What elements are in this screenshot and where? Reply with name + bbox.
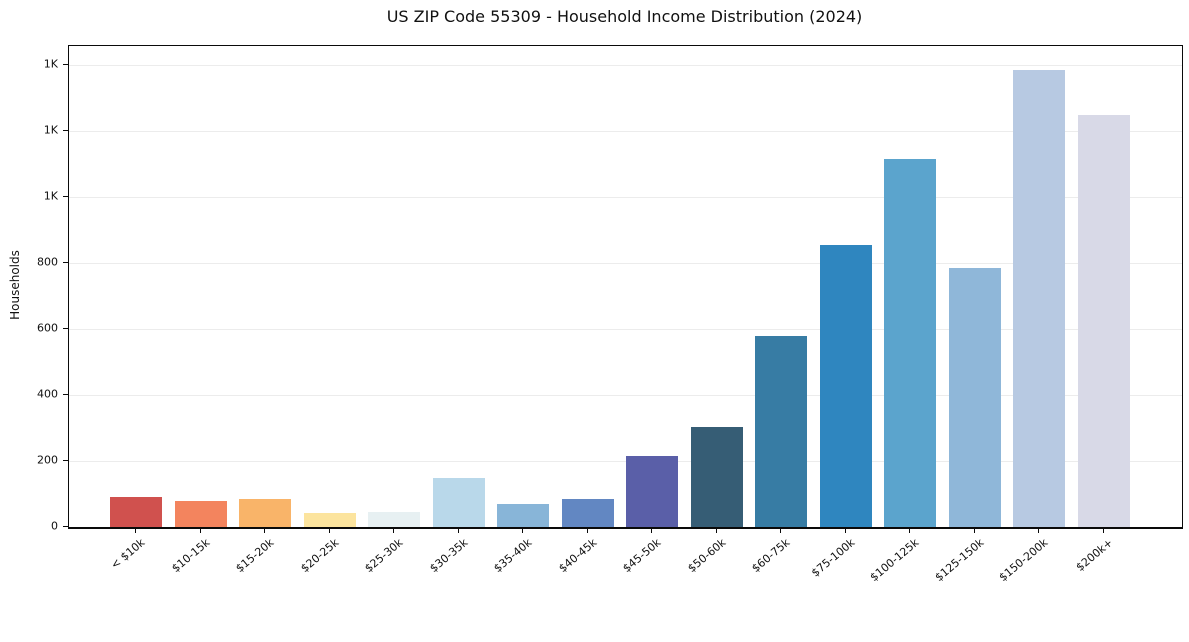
x-tick-mark [135, 528, 136, 533]
y-tick-mark [63, 63, 68, 65]
x-tick-mark [264, 528, 265, 533]
bar-200k [1077, 115, 1130, 527]
y-tick-mark [63, 129, 68, 131]
x-tick-mark [909, 528, 910, 533]
x-tick-mark [328, 528, 330, 533]
x-tick-mark [393, 528, 394, 533]
x-tick-mark [199, 528, 201, 533]
bar-75-100k [819, 244, 872, 527]
y-tick-label: 1K [43, 123, 58, 137]
y-tick-mark [63, 459, 68, 461]
y-tick-mark [63, 327, 68, 329]
x-tick-label: $25-30k [362, 536, 406, 576]
gridline [69, 460, 1182, 462]
x-tick-label: $15-20k [233, 536, 277, 576]
x-tick-mark [780, 528, 781, 533]
y-tick-label: 200 [37, 453, 58, 467]
y-tick-label: 1K [43, 189, 58, 203]
bar-30-35k [432, 477, 485, 527]
y-tick-label: 800 [37, 255, 58, 269]
x-tick-label: $50-60k [684, 536, 728, 576]
x-tick-label: $30-35k [426, 536, 470, 576]
gridline [69, 394, 1182, 396]
y-tick-mark [63, 261, 68, 263]
x-tick-label: $100-125k [867, 536, 922, 585]
gridline [69, 130, 1182, 132]
bar-40-45k [561, 499, 614, 527]
bar-150-200k [1013, 70, 1065, 527]
gridline [69, 196, 1182, 198]
x-tick-label: < $10k [108, 536, 148, 572]
x-tick-label: $200k+ [1073, 536, 1115, 574]
x-tick-label: $35-40k [491, 536, 535, 576]
x-tick-label: $75-100k [808, 536, 857, 580]
bar-25-30k [368, 511, 420, 527]
bar-10-15k [174, 500, 227, 527]
x-tick-label: $125-150k [932, 536, 986, 585]
bar-15-20k [239, 499, 291, 527]
bar-20-25k [303, 512, 356, 527]
x-tick-mark [457, 528, 459, 533]
x-tick-label: $10-15k [168, 536, 212, 576]
x-tick-mark [651, 528, 652, 533]
x-tick-mark [1102, 528, 1104, 533]
y-tick-mark [63, 393, 68, 395]
x-tick-label: $150-200k [996, 536, 1051, 585]
x-tick-label: $20-25k [297, 536, 341, 576]
x-tick-mark [715, 528, 717, 533]
x-tick-label: $60-75k [749, 536, 793, 576]
y-tick-mark [63, 195, 68, 197]
bar-100-125k [884, 159, 936, 527]
y-tick-mark [63, 525, 68, 527]
bar-125-150k [948, 268, 1001, 527]
gridline [69, 262, 1182, 264]
bar-chart-figure: US ZIP Code 55309 - Household Income Dis… [8, 7, 1183, 584]
y-tick-label: 1K [43, 57, 58, 71]
x-tick-label: $45-50k [620, 536, 664, 576]
x-tick-label: $40-45k [555, 536, 599, 576]
y-tick-label: 600 [37, 321, 58, 335]
x-tick-mark [586, 528, 588, 533]
gridline [69, 328, 1182, 330]
x-tick-mark [522, 528, 523, 533]
bar-35-40k [497, 503, 549, 527]
x-tick-mark [973, 528, 975, 533]
y-tick-label: 400 [37, 387, 58, 401]
y-tick-label: 0 [51, 519, 58, 533]
bar-50-60k [690, 427, 743, 527]
plot-area [68, 45, 1183, 529]
chart-title: US ZIP Code 55309 - Household Income Dis… [386, 7, 863, 26]
bar-60-75k [755, 335, 807, 527]
bar-45-50k [626, 456, 678, 527]
x-tick-mark [1038, 528, 1039, 533]
gridline [69, 64, 1182, 66]
x-tick-mark [844, 528, 846, 533]
bar-10k [110, 497, 162, 527]
